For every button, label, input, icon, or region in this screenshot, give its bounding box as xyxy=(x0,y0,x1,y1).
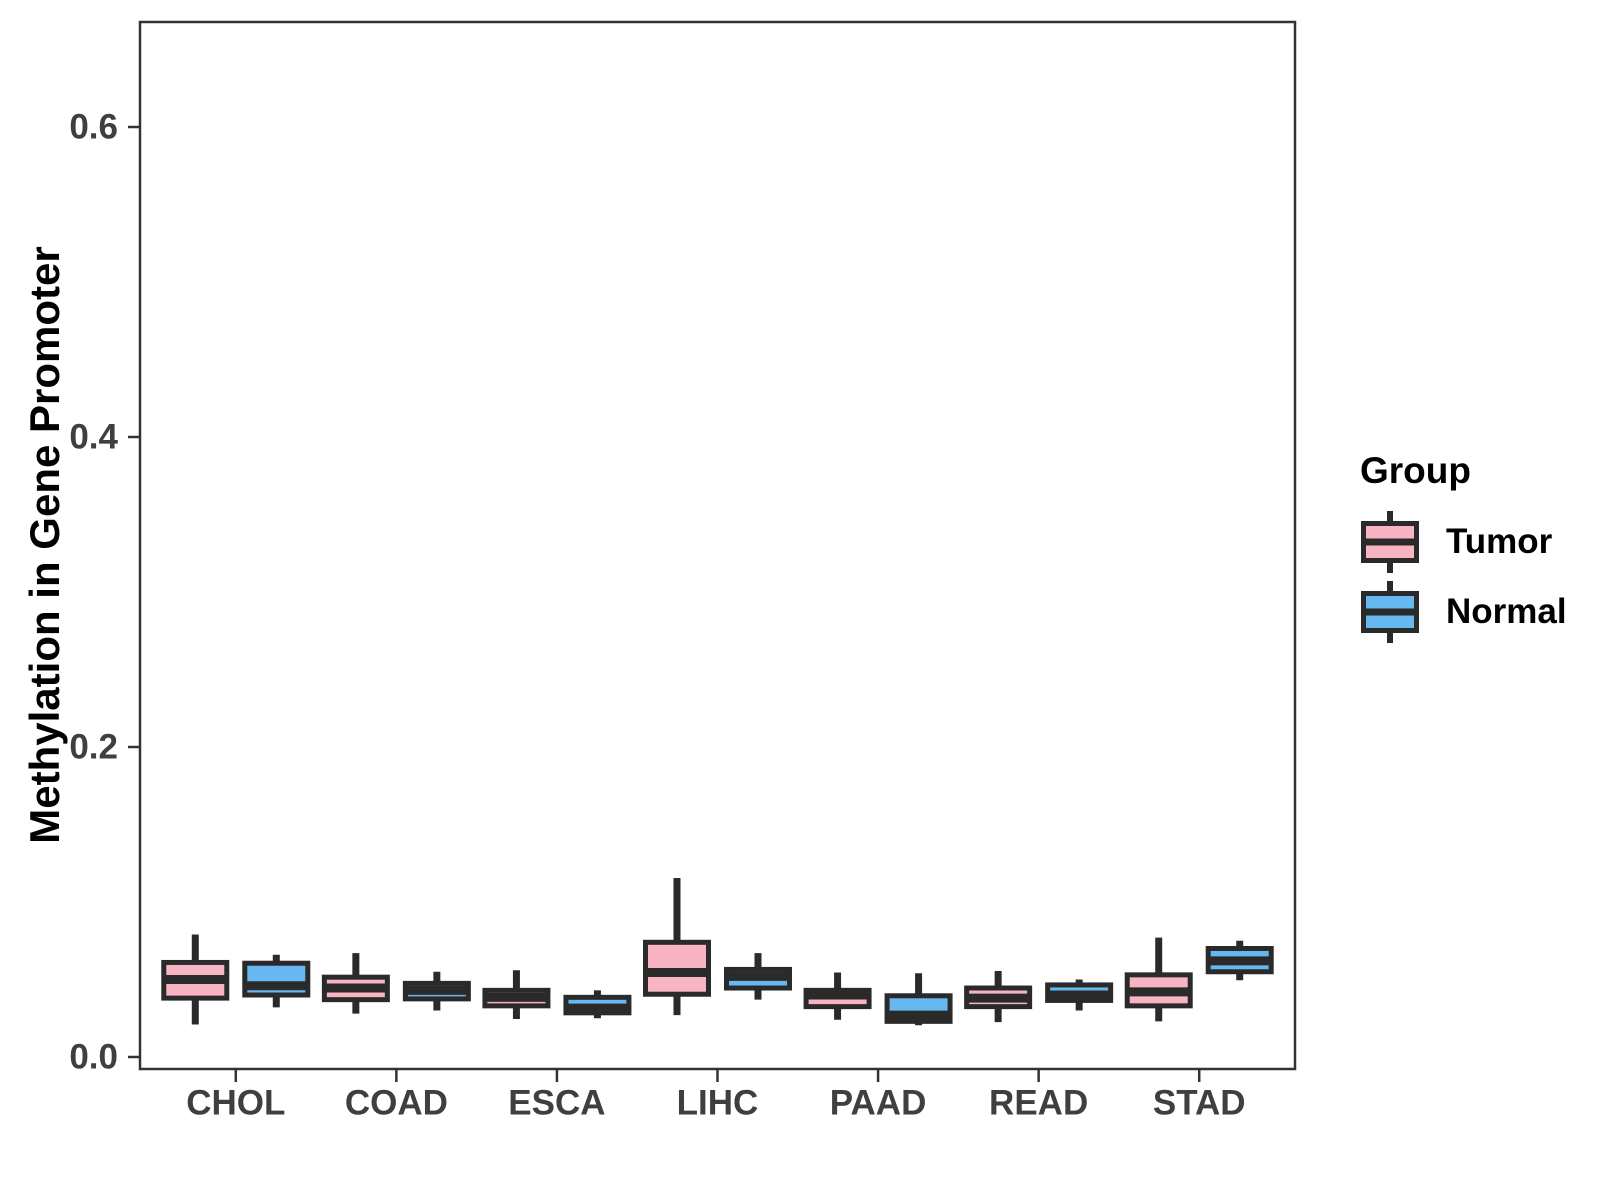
boxplot-chol-tumor xyxy=(161,934,230,1025)
series-normal xyxy=(242,940,1274,1026)
boxplot-paad-normal xyxy=(884,973,953,1026)
normal-boxplot-key-icon xyxy=(1361,581,1419,643)
x-tick-label: READ xyxy=(989,1084,1088,1123)
x-tick-label: ESCA xyxy=(508,1084,605,1123)
x-tick-label: LIHC xyxy=(677,1084,759,1123)
legend-item-label: Tumor xyxy=(1446,522,1553,561)
x-tick-label: CHOL xyxy=(186,1084,285,1123)
boxplot-coad-normal xyxy=(402,971,471,1011)
boxplot-lihc-normal xyxy=(724,953,792,1000)
boxplot-lihc-tumor xyxy=(643,877,711,1016)
iqr-box xyxy=(242,960,311,998)
legend-item-normal: Normal xyxy=(1360,578,1567,646)
x-tick-label: COAD xyxy=(345,1084,448,1123)
legend-title: Group xyxy=(1360,450,1471,491)
plot-panel-border xyxy=(138,20,1297,1071)
boxplot-stad-tumor xyxy=(1124,937,1193,1022)
series-tumor xyxy=(161,877,1193,1025)
boxplot-stad-normal xyxy=(1205,940,1274,981)
y-axis-title: Methylation in Gene Promoter xyxy=(21,246,68,844)
y-tick-label: 0.2 xyxy=(69,728,118,767)
legend: Group Tumor Normal xyxy=(1360,450,1567,648)
boxplot-read-tumor xyxy=(964,970,1033,1023)
legend-item-label: Normal xyxy=(1446,592,1567,631)
x-axis: CHOL COAD ESCA LIHC PAAD READ STAD xyxy=(186,1069,1246,1123)
boxplot-esca-normal xyxy=(563,990,632,1019)
boxplot-read-normal xyxy=(1045,979,1114,1011)
y-axis: 0.0 0.2 0.4 0.6 xyxy=(69,108,140,1077)
boxplot-coad-tumor xyxy=(321,953,390,1014)
legend-item-tumor: Tumor xyxy=(1360,508,1567,576)
y-tick-label: 0.6 xyxy=(69,108,118,147)
tumor-boxplot-key-icon xyxy=(1361,511,1419,573)
boxplot-paad-tumor xyxy=(803,972,872,1020)
x-tick-label: STAD xyxy=(1153,1084,1246,1123)
x-tick-label: PAAD xyxy=(830,1084,927,1123)
boxplot-chol-normal xyxy=(242,954,311,1008)
y-tick-label: 0.4 xyxy=(69,418,118,457)
y-tick-label: 0.0 xyxy=(69,1038,118,1077)
boxplot-esca-tumor xyxy=(482,970,551,1020)
